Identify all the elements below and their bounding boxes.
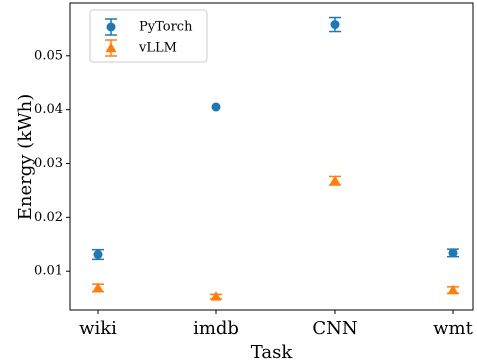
legend: PyTorch vLLM xyxy=(89,9,208,63)
point-circle xyxy=(93,250,103,260)
legend-label-vllm: vLLM xyxy=(138,41,177,56)
y-tick-label: 0.04 xyxy=(34,102,63,117)
x-axis-label: Task xyxy=(251,342,294,363)
y-tick-label: 0.02 xyxy=(34,210,63,225)
y-tick-label: 0.05 xyxy=(34,48,63,63)
point-circle xyxy=(448,248,458,258)
point-triangle xyxy=(447,284,459,295)
x-tick-label: imdb xyxy=(193,318,239,339)
y-axis-label: Energy (kWh) xyxy=(15,94,36,220)
point-circle xyxy=(106,22,116,32)
legend-label-pytorch: PyTorch xyxy=(139,20,193,35)
x-tick-label: wmt xyxy=(433,318,473,339)
series-vllm xyxy=(92,175,459,301)
y-tick-label: 0.03 xyxy=(34,156,63,171)
plot-frame xyxy=(69,2,474,311)
point-circle xyxy=(330,20,340,30)
axis-ticks: 0.01 0.02 0.03 0.04 0.05 wiki imdb CNN wmt xyxy=(34,48,474,339)
data-marks xyxy=(92,16,459,301)
point-circle xyxy=(211,102,221,112)
x-tick-label: CNN xyxy=(312,318,357,339)
point-triangle xyxy=(92,282,104,293)
y-tick-label: 0.01 xyxy=(34,264,63,279)
point-triangle xyxy=(329,175,341,185)
point-triangle xyxy=(210,291,222,301)
series-pytorch xyxy=(92,16,459,261)
legend-box xyxy=(89,9,208,63)
point-triangle xyxy=(105,42,117,53)
x-tick-label: wiki xyxy=(79,318,117,339)
